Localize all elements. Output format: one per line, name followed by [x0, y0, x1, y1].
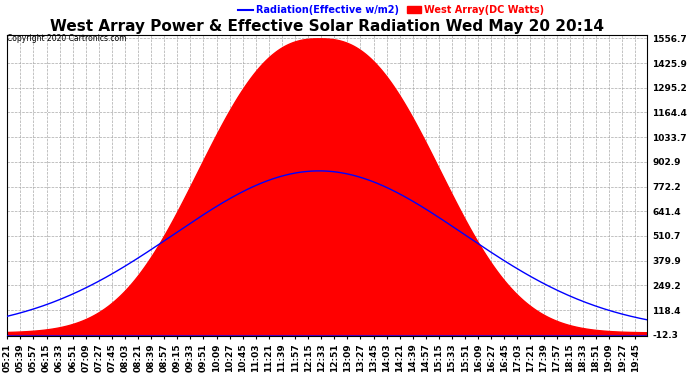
Title: West Array Power & Effective Solar Radiation Wed May 20 20:14: West Array Power & Effective Solar Radia… [50, 19, 604, 34]
Legend: Radiation(Effective w/m2), West Array(DC Watts): Radiation(Effective w/m2), West Array(DC… [235, 1, 549, 19]
Text: Copyright 2020 Cartronics.com: Copyright 2020 Cartronics.com [7, 34, 126, 43]
